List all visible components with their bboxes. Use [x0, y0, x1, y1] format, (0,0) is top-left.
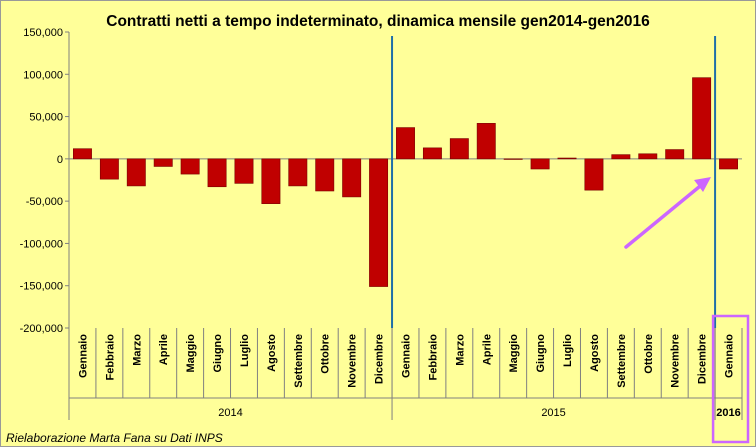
x-tick-label: Ottobre: [320, 334, 332, 374]
bars: [73, 77, 738, 287]
y-tick-label: -100,000: [20, 238, 63, 250]
x-tick-label: Settembre: [616, 334, 628, 388]
bar: [584, 158, 604, 191]
bar: [692, 77, 712, 160]
bar: [342, 158, 362, 198]
chart-title: Contratti netti a tempo indeterminato, d…: [106, 13, 650, 30]
x-tick-label: Dicembre: [374, 334, 386, 384]
bar: [73, 148, 92, 160]
x-tick-label: Novembre: [670, 334, 682, 388]
x-tick-label: Gennaio: [401, 334, 413, 378]
x-tick-label: Maggio: [185, 334, 197, 373]
x-tick-label: Gennaio: [77, 334, 89, 378]
x-tick-label: Luglio: [562, 334, 574, 367]
year-label: 2016: [716, 407, 740, 419]
bar: [665, 149, 685, 160]
y-tick-label: -150,000: [20, 281, 63, 293]
x-tick-label: Febbraio: [104, 334, 116, 381]
year-separators: [391, 36, 717, 328]
bar: [476, 123, 496, 160]
bar: [530, 158, 550, 170]
bar: [234, 158, 254, 184]
x-tick-label: Agosto: [589, 334, 601, 372]
x-tick-label: Marzo: [454, 334, 466, 366]
year-label: 2015: [541, 407, 565, 419]
x-tick-label: Aprile: [481, 334, 493, 365]
bar: [288, 158, 308, 187]
bar: [396, 127, 415, 160]
bar: [557, 157, 577, 160]
bar: [180, 158, 200, 175]
y-tick-label: -50,000: [26, 196, 63, 208]
bar: [261, 158, 281, 204]
annotation-box: [711, 314, 750, 444]
y-tick-label: 100,000: [23, 69, 63, 81]
annotation-arrowhead: [694, 177, 712, 193]
bar: [719, 158, 738, 170]
bar: [153, 158, 173, 167]
annotations: [624, 177, 750, 444]
bar: [503, 158, 523, 160]
bar: [369, 158, 389, 287]
x-tick-label: Marzo: [131, 334, 143, 366]
x-tick-label: Giugno: [212, 334, 224, 373]
y-tick-label: 0: [57, 154, 63, 166]
x-tick-label: Gennaio: [724, 334, 736, 378]
bar: [638, 153, 658, 160]
x-tick-label: Novembre: [347, 334, 359, 388]
bar: [207, 158, 227, 188]
x-tick-label: Luglio: [239, 334, 251, 367]
y-axis: 150,000 100,000 50,000 0 -50,000 -100,000 -150…: [20, 27, 70, 335]
bar: [422, 147, 442, 160]
x-tick-label: Dicembre: [697, 334, 709, 384]
x-tick-label: Aprile: [158, 334, 170, 365]
x-tick-label: Ottobre: [643, 334, 655, 374]
bar: [611, 154, 631, 160]
bar: [126, 158, 146, 187]
year-label: 2014: [218, 407, 242, 419]
source-credit: Rielaborazione Marta Fana su Dati INPS: [6, 431, 223, 445]
bar: [449, 138, 469, 160]
y-tick-label: -200,000: [20, 323, 63, 335]
x-tick-label: Agosto: [266, 334, 278, 372]
x-tick-label: Giugno: [535, 334, 547, 373]
annotation-arrow: [624, 180, 707, 249]
x-tick-label: Settembre: [293, 334, 305, 388]
x-tick-label: Maggio: [508, 334, 520, 373]
y-tick-label: 50,000: [29, 112, 63, 124]
x-tick-label: Febbraio: [427, 334, 439, 381]
y-tick-label: 150,000: [23, 27, 63, 39]
bar: [315, 158, 335, 192]
bar: [99, 158, 119, 180]
